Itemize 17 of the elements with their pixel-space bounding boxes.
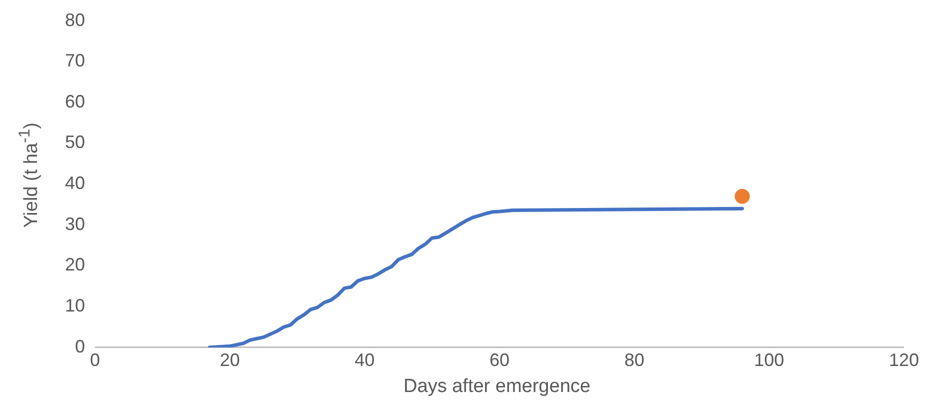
x-axis-title: Days after emergence: [402, 376, 592, 398]
x-tick-label: 20: [220, 350, 240, 370]
y-tick-label: 10: [64, 296, 86, 316]
x-tick-label: 0: [90, 350, 100, 370]
y-tick-label: 0: [75, 336, 86, 356]
x-tick-label: 80: [624, 350, 644, 370]
x-tick-label: 100: [754, 350, 784, 370]
x-tick-label: 60: [489, 350, 510, 370]
x-tick-label: 40: [354, 350, 375, 370]
x-tick-label: 120: [888, 350, 920, 370]
y-tick-label: 50: [64, 132, 86, 152]
y-tick-label: 20: [64, 254, 86, 275]
y-tick-label: 30: [64, 214, 86, 234]
y-tick-label: 40: [64, 173, 86, 194]
y-tick-label: 70: [64, 50, 86, 71]
y-tick-label: 80: [64, 10, 86, 30]
y-tick-label: 60: [64, 91, 86, 112]
